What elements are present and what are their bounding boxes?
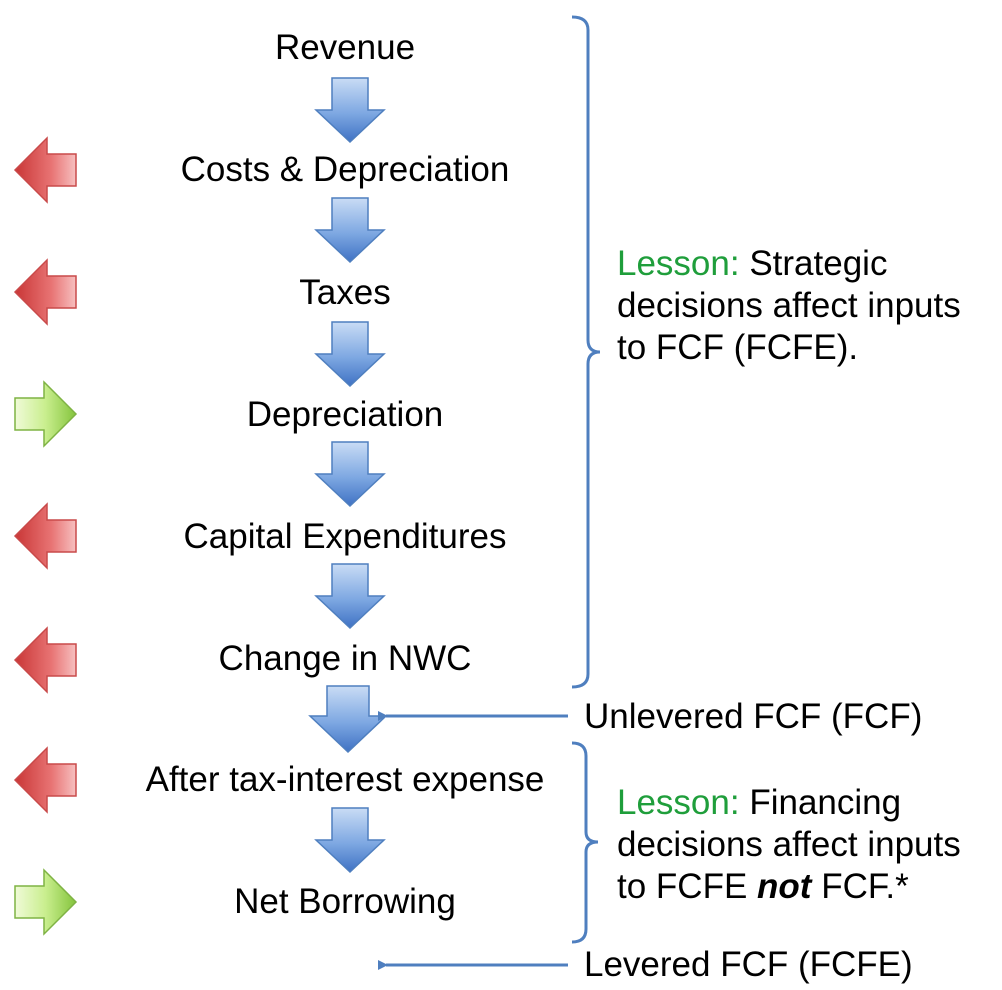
- lesson-strategic-line2: decisions affect inputs: [617, 286, 961, 325]
- lesson-emphasis: not: [757, 867, 812, 906]
- lesson-financing-line1: Lesson: Financing: [617, 782, 961, 824]
- step-label-depreciation: Depreciation: [246, 395, 444, 434]
- down-arrow-icon: [314, 321, 386, 388]
- bracket-financing: [571, 741, 599, 944]
- green-right-arrow-icon: [14, 868, 78, 936]
- levered-fcf-label: Levered FCF (FCFE): [584, 945, 913, 984]
- green-right-arrow-icon: [14, 380, 78, 448]
- lesson-text: to FCFE: [617, 867, 748, 906]
- lesson-strategic-line3: to FCF (FCFE).: [617, 328, 859, 367]
- down-arrow-icon: [314, 563, 386, 630]
- lesson-keyword: Lesson:: [617, 783, 740, 822]
- lesson-financing-line3: to FCFE not FCF.*: [617, 866, 961, 908]
- step-label-after-tax-interest: After tax-interest expense: [145, 760, 545, 799]
- down-arrow-icon: [314, 441, 386, 508]
- red-left-arrow-icon: [13, 626, 77, 694]
- lesson-keyword: Lesson:: [617, 244, 740, 283]
- lesson-financing-line2: decisions affect inputs: [617, 825, 961, 864]
- down-arrow-icon: [308, 685, 388, 754]
- lesson-strategic: Lesson: Strategic decisions affect input…: [617, 243, 961, 369]
- step-label-change-in-nwc: Change in NWC: [218, 639, 472, 678]
- down-arrow-icon: [314, 77, 386, 144]
- red-left-arrow-icon: [13, 502, 77, 570]
- step-label-costs-depreciation: Costs & Depreciation: [180, 150, 510, 189]
- unlevered-fcf-label: Unlevered FCF (FCF): [584, 697, 923, 736]
- down-arrow-icon: [314, 197, 386, 264]
- step-label-taxes: Taxes: [299, 273, 391, 312]
- lesson-text: Financing: [749, 783, 902, 822]
- lesson-strategic-line1: Lesson: Strategic: [617, 243, 961, 285]
- step-label-revenue: Revenue: [274, 28, 416, 67]
- down-arrow-icon: [314, 807, 386, 874]
- lesson-text: FCF.*: [821, 867, 909, 906]
- side-arrows: [13, 136, 78, 936]
- red-left-arrow-icon: [13, 258, 77, 326]
- lesson-financing: Lesson: Financing decisions affect input…: [617, 782, 961, 908]
- step-label-net-borrowing: Net Borrowing: [234, 882, 456, 921]
- bracket-strategic: [571, 15, 601, 689]
- flow-arrows: [308, 77, 388, 874]
- step-label-capital-expenditures: Capital Expenditures: [183, 517, 507, 556]
- red-left-arrow-icon: [13, 746, 77, 814]
- red-left-arrow-icon: [13, 136, 77, 204]
- lesson-text: Strategic: [749, 244, 888, 283]
